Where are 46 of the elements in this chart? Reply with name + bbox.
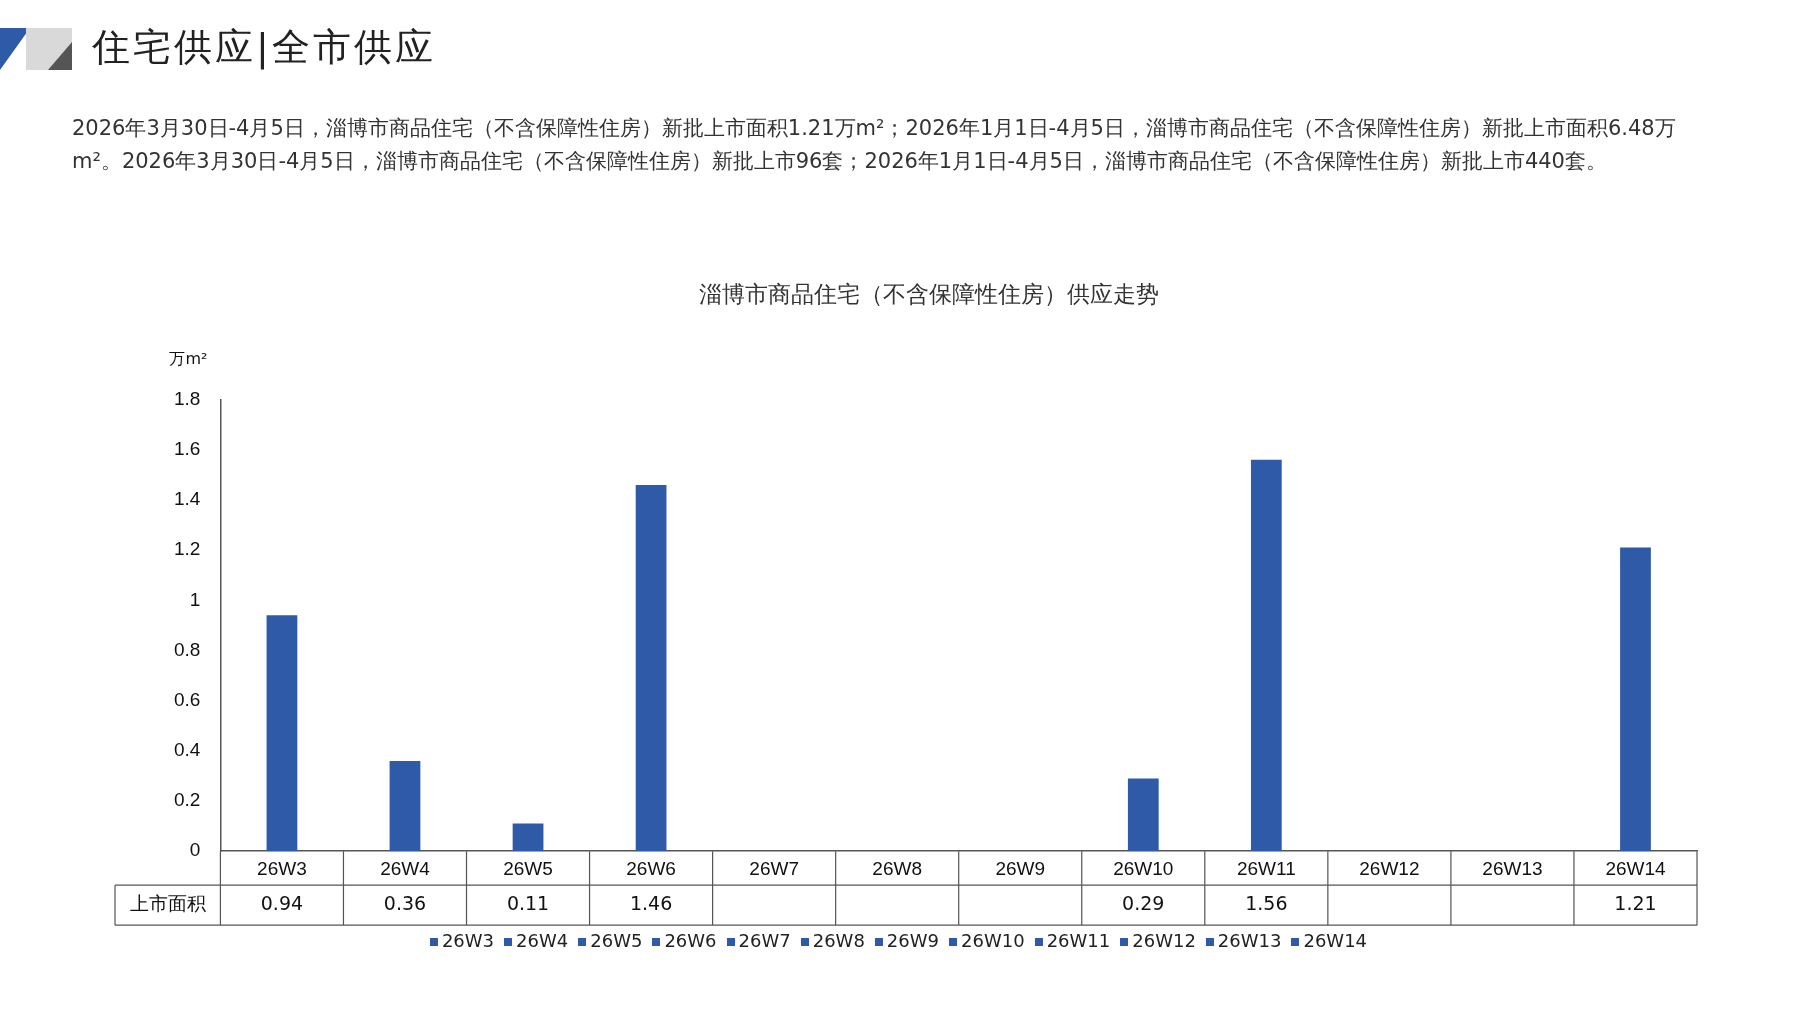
text: 住宅供应|全市供应: [92, 24, 436, 72]
y-tick-label: 0.2: [173, 789, 201, 811]
data-label: 1.21: [1614, 892, 1657, 915]
y-tick-label: 1.4: [173, 488, 201, 510]
x-tick-label: 26W4: [380, 857, 431, 879]
data-label: 0.36: [383, 892, 427, 915]
y-tick-label: 1.2: [173, 538, 201, 560]
x-tick-label: 26W5: [503, 857, 553, 879]
text: 上市面积: [129, 892, 206, 915]
x-tick-label: 26W6: [626, 857, 676, 879]
category-label: 26W9: [886, 930, 940, 951]
y-tick-label: 1: [189, 588, 201, 610]
data-label: 0.29: [1122, 892, 1165, 915]
x-tick-label: 26W9: [995, 857, 1046, 879]
data-label: 1.56: [1245, 892, 1288, 915]
data-label: 0.11: [506, 892, 550, 915]
y-axis-title: 万m²: [169, 348, 208, 368]
category-label: 26W10: [961, 930, 1025, 951]
y-tick-label: 1.8: [173, 387, 201, 409]
category-label: 26W4: [516, 930, 569, 951]
category-label: 26W7: [738, 930, 791, 951]
y-tick-label: 0.6: [173, 688, 201, 710]
x-tick-label: 26W11: [1236, 857, 1296, 879]
category-label: 26W8: [812, 930, 865, 951]
data-label: 1.46: [629, 892, 673, 915]
y-tick-label: 1.6: [173, 438, 201, 460]
y-tick-label: 0.4: [173, 739, 201, 761]
x-tick-label: 26W10: [1113, 857, 1174, 879]
category-label: 26W13: [1217, 930, 1282, 951]
data-label: 0.94: [260, 892, 304, 915]
chart-title: 淄博市商品住宅（不含保障性住房）供应走势: [698, 280, 1159, 307]
category-label: 26W14: [1303, 930, 1368, 951]
x-tick-label: 26W7: [749, 857, 799, 879]
category-label: 26W11: [1046, 930, 1111, 951]
x-tick-label: 26W8: [872, 857, 922, 879]
category-label: 26W6: [664, 930, 717, 951]
x-tick-label: 26W3: [257, 857, 307, 879]
category-label: 26W3: [441, 930, 495, 951]
x-tick-label: 26W12: [1359, 857, 1420, 879]
category-label: 26W5: [590, 930, 643, 951]
x-tick-label: 26W14: [1605, 857, 1667, 879]
y-tick-label: 0.8: [173, 638, 201, 660]
y-tick-label: 0: [189, 839, 201, 861]
x-tick-label: 26W13: [1482, 857, 1543, 879]
text: 2026年3月30日-4月5日，淄博市商品住宅（不含保障性住房）新批上市面积1.21万m²；2026年1月1日-4月5日，淄博市商品住宅（不含保障性住房）新批上市面积6.48万m²。2026年3月30日-4月5日，淄博市商品住宅（不含保障性住房）新批上市96套；2026年1月1日-4月5日，淄博市商品住宅（不含保障性住房）新批上市440套。: [72, 115, 1677, 175]
category-label: 26W12: [1132, 930, 1196, 951]
